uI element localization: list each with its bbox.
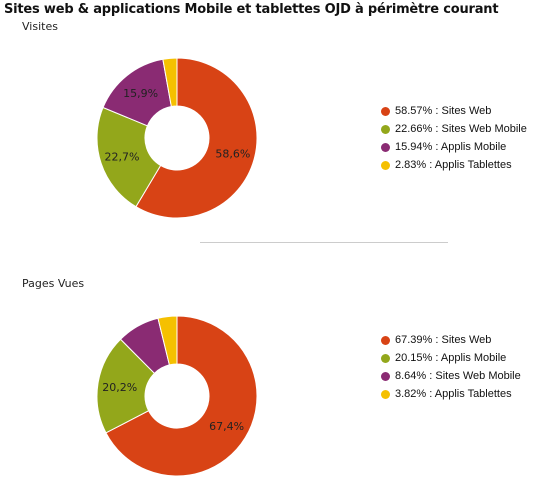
page-title: Sites web & applications Mobile et table…: [4, 2, 499, 17]
legend-item[interactable]: 20.15% : Applis Mobile: [381, 349, 521, 367]
legend-item[interactable]: 8.64% : Sites Web Mobile: [381, 367, 521, 385]
legend-item[interactable]: 15.94% : Applis Mobile: [381, 138, 527, 156]
slice-applis-tablettes[interactable]: [162, 57, 178, 108]
slice-label: 67,4%: [209, 420, 244, 433]
legend-item[interactable]: 58.57% : Sites Web: [381, 102, 527, 120]
chart-title-visites: Visites: [22, 20, 58, 33]
legend-label: 22.66% : Sites Web Mobile: [395, 123, 527, 135]
section-divider: [200, 242, 448, 243]
legend-swatch: [381, 335, 390, 345]
legend-label: 58.57% : Sites Web: [395, 105, 492, 117]
legend-item[interactable]: 22.66% : Sites Web Mobile: [381, 120, 527, 138]
legend-swatch: [381, 124, 390, 134]
legend-item[interactable]: 2.83% : Applis Tablettes: [381, 156, 527, 174]
legend-item[interactable]: 67.39% : Sites Web: [381, 331, 521, 349]
legend-swatch: [381, 160, 390, 170]
legend-item[interactable]: 3.82% : Applis Tablettes: [381, 385, 521, 403]
legend-label: 15.94% : Applis Mobile: [395, 141, 507, 153]
slice-label: 58,6%: [215, 147, 250, 160]
legend-label: 67.39% : Sites Web: [395, 334, 492, 346]
legend-visites: 58.57% : Sites Web 22.66% : Sites Web Mob…: [381, 102, 527, 174]
slice-label: 15,9%: [123, 87, 158, 100]
donut-chart-visites: 58,6% 22,7% 15,9%: [96, 57, 258, 219]
slice-applis-tablettes[interactable]: [157, 315, 178, 366]
legend-swatch: [381, 106, 390, 116]
legend-swatch: [381, 142, 390, 152]
legend-label: 3.82% : Applis Tablettes: [395, 388, 512, 400]
donut-chart-pages-vues: 67,4% 20,2%: [96, 315, 258, 477]
slice-label: 22,7%: [104, 150, 139, 163]
slice-sites-web[interactable]: [135, 57, 258, 219]
legend-swatch: [381, 353, 390, 363]
legend-label: 8.64% : Sites Web Mobile: [395, 370, 521, 382]
slice-sites-web-mobile[interactable]: [96, 106, 162, 208]
legend-label: 20.15% : Applis Mobile: [395, 352, 507, 364]
legend-swatch: [381, 389, 390, 399]
slice-applis-mobile[interactable]: [96, 338, 156, 434]
legend-label: 2.83% : Applis Tablettes: [395, 159, 512, 171]
legend-pages-vues: 67.39% : Sites Web 20.15% : Applis Mobile…: [381, 331, 521, 403]
chart-title-pages-vues: Pages Vues: [22, 277, 85, 290]
legend-swatch: [381, 371, 390, 381]
slice-label: 20,2%: [102, 381, 137, 394]
slice-sites-web[interactable]: [105, 315, 258, 477]
